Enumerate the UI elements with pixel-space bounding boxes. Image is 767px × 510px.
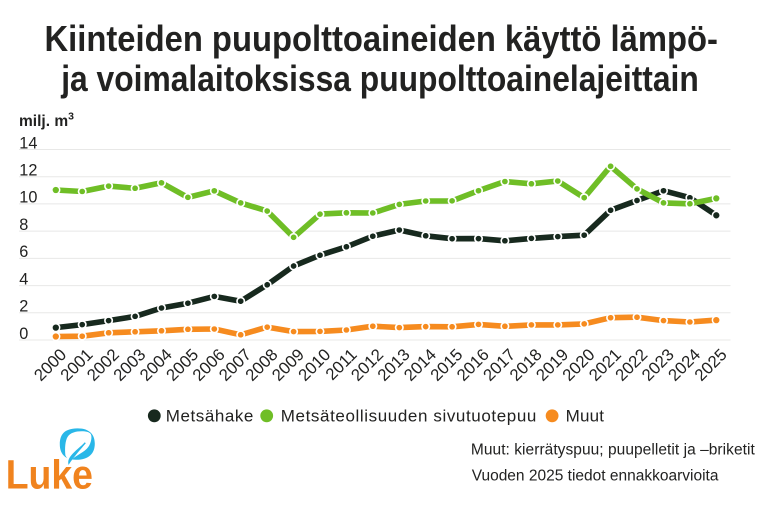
svg-text:Metsäteollisuuden sivutuotepuu: Metsäteollisuuden sivutuotepuu [281, 406, 537, 425]
svg-text:Muut: kierrätyspuu; puupelleti: Muut: kierrätyspuu; puupelletit ja –brik… [471, 442, 756, 459]
svg-text:Kiinteiden puupolttoaineiden k: Kiinteiden puupolttoaineiden käyttö lämp… [44, 20, 717, 60]
svg-text:14: 14 [19, 134, 37, 152]
svg-text:2: 2 [19, 298, 28, 316]
svg-text:Metsähake: Metsähake [166, 406, 254, 425]
svg-text:10: 10 [19, 189, 37, 207]
svg-text:Vuoden 2025 tiedot ennakkoarvi: Vuoden 2025 tiedot ennakkoarvioita [472, 468, 719, 485]
svg-text:4: 4 [19, 270, 28, 288]
svg-text:0: 0 [19, 325, 28, 343]
svg-text:Luke: Luke [6, 452, 93, 498]
svg-text:6: 6 [19, 243, 28, 261]
svg-text:milj. m3: milj. m3 [19, 111, 74, 131]
svg-text:12: 12 [19, 162, 37, 180]
svg-text:Muut: Muut [566, 406, 605, 425]
svg-text:8: 8 [19, 216, 28, 234]
svg-text:ja voimalaitoksissa puupolttoa: ja voimalaitoksissa puupolttoainelajeitt… [60, 59, 699, 100]
